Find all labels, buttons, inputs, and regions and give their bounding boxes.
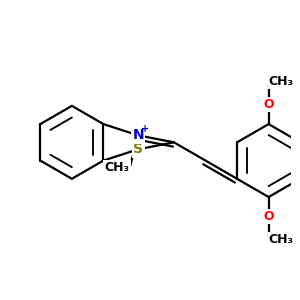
Text: N: N bbox=[132, 128, 144, 142]
Text: CH₃: CH₃ bbox=[105, 161, 130, 174]
Text: CH₃: CH₃ bbox=[268, 233, 294, 246]
Text: O: O bbox=[263, 210, 274, 223]
Text: +: + bbox=[141, 124, 149, 134]
Text: CH₃: CH₃ bbox=[268, 75, 294, 88]
Text: S: S bbox=[133, 142, 143, 156]
Text: O: O bbox=[263, 98, 274, 111]
